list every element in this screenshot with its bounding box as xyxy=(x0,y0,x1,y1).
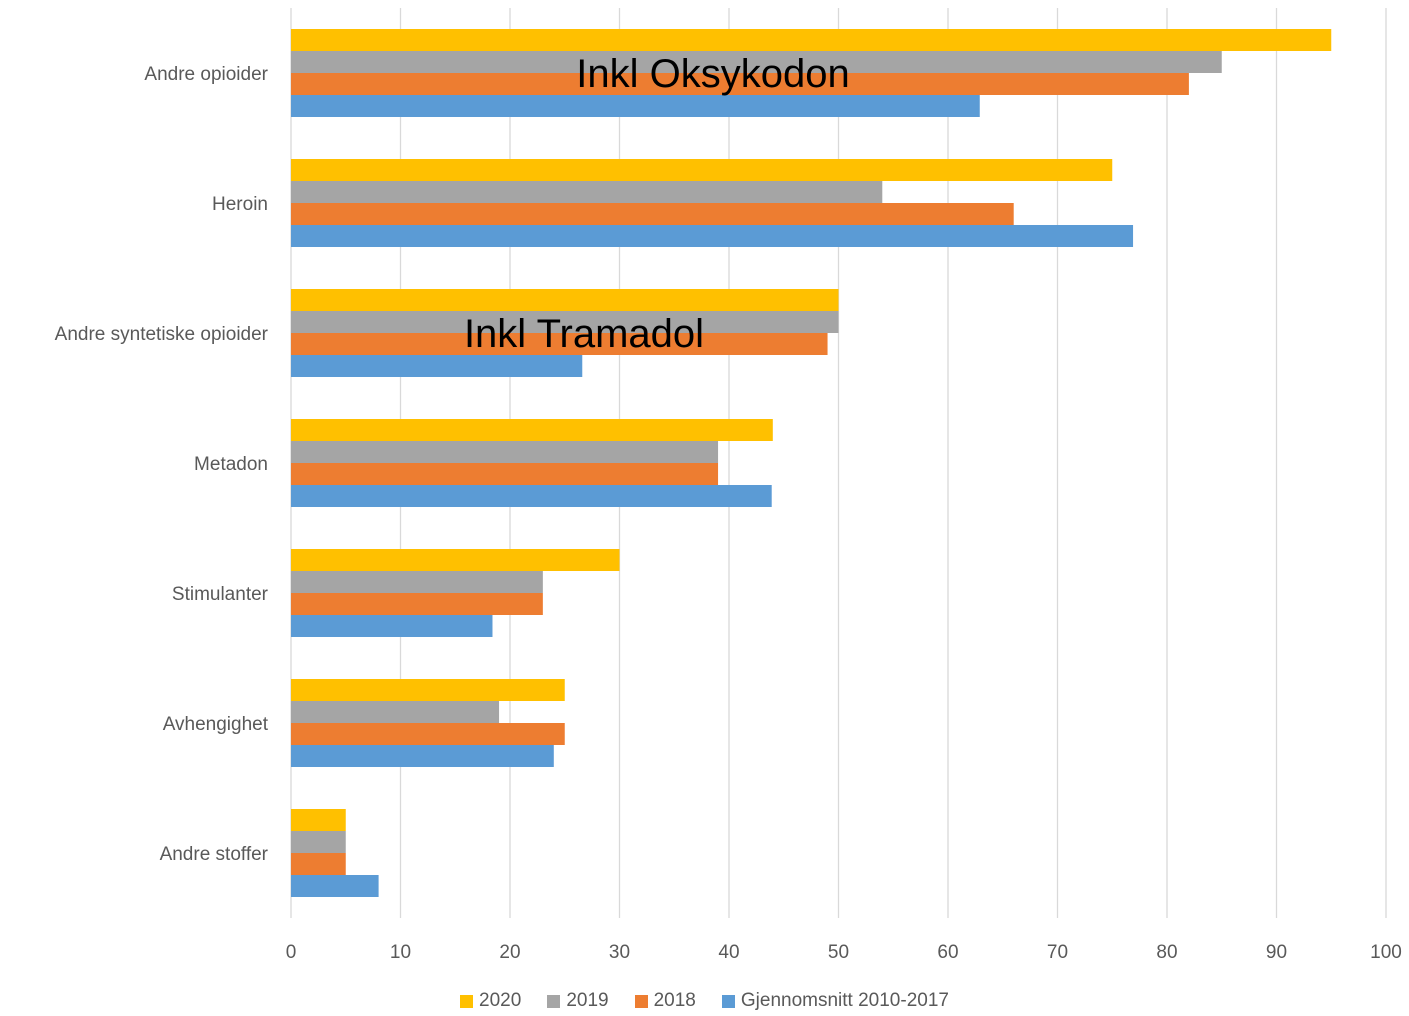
legend-item: 2019 xyxy=(547,990,609,1012)
bar xyxy=(291,723,565,745)
annotation: Inkl Oksykodon xyxy=(576,52,849,96)
bar xyxy=(291,51,1222,73)
legend-swatch xyxy=(460,994,474,1008)
legend-item: 2020 xyxy=(460,990,521,1012)
bar xyxy=(291,485,772,507)
category-label: Stimulanter xyxy=(172,584,269,605)
annotation: Inkl Tramadol xyxy=(464,312,704,356)
bar xyxy=(291,29,1332,51)
category-label: Metadon xyxy=(194,454,268,475)
category-label: Heroin xyxy=(212,194,268,215)
bar xyxy=(291,181,883,203)
bar xyxy=(291,159,1113,181)
category-label: Andre stoffer xyxy=(160,844,269,865)
category-labels: Andre stoffer Avhengighet Stimulanter Metad… xyxy=(55,64,269,865)
legend: 2020 2019 2018 Gjennomsnitt 2010-2017 xyxy=(0,990,1409,1012)
bar xyxy=(291,203,1014,225)
bar xyxy=(291,679,565,701)
x-tick-label: 60 xyxy=(937,942,958,963)
x-tick-label: 20 xyxy=(499,942,520,963)
legend-label: 2019 xyxy=(566,990,609,1011)
bar xyxy=(291,875,379,897)
x-tick-label: 10 xyxy=(390,942,411,963)
category-label: Avhengighet xyxy=(163,714,269,735)
bar xyxy=(291,311,839,333)
x-tick-label: 30 xyxy=(609,942,630,963)
legend-swatch xyxy=(547,994,561,1008)
bar xyxy=(291,289,839,311)
bar xyxy=(291,463,719,485)
bar xyxy=(291,333,828,355)
annotations: Inkl Tramadol Inkl Oksykodon xyxy=(464,52,850,356)
category-label: Andre syntetiske opioider xyxy=(55,324,269,345)
legend-label: Gjennomsnitt 2010-2017 xyxy=(740,990,949,1011)
bar xyxy=(291,95,980,117)
legend-item: 2018 xyxy=(634,990,696,1012)
x-tick-label: 90 xyxy=(1266,942,1287,963)
bar xyxy=(291,831,346,853)
bar xyxy=(291,549,620,571)
bar xyxy=(291,355,583,377)
legend-label: 2018 xyxy=(653,990,696,1011)
x-tick-label: 40 xyxy=(718,942,739,963)
bar xyxy=(291,73,1189,95)
bar xyxy=(291,809,346,831)
x-tick-label: 70 xyxy=(1047,942,1068,963)
bar xyxy=(291,225,1134,247)
category-label: Andre opioider xyxy=(144,64,268,85)
bar xyxy=(291,419,773,441)
bar xyxy=(291,441,719,463)
bar xyxy=(291,853,346,875)
x-tick-labels: 0 10 20 30 40 50 60 70 80 90 100 xyxy=(286,942,1402,963)
bar xyxy=(291,571,543,593)
legend-swatch xyxy=(721,994,735,1008)
legend-item: Gjennomsnitt 2010-2017 xyxy=(721,990,949,1012)
x-tick-label: 80 xyxy=(1156,942,1177,963)
legend-label: 2020 xyxy=(479,990,522,1011)
x-tick-label: 100 xyxy=(1370,942,1402,963)
bar xyxy=(291,701,500,723)
bar xyxy=(291,593,543,615)
x-tick-label: 50 xyxy=(828,942,849,963)
bar xyxy=(291,615,493,637)
x-tick-label: 0 xyxy=(286,942,297,963)
legend-swatch xyxy=(634,994,648,1008)
bars xyxy=(291,29,1332,897)
bar xyxy=(291,745,554,767)
